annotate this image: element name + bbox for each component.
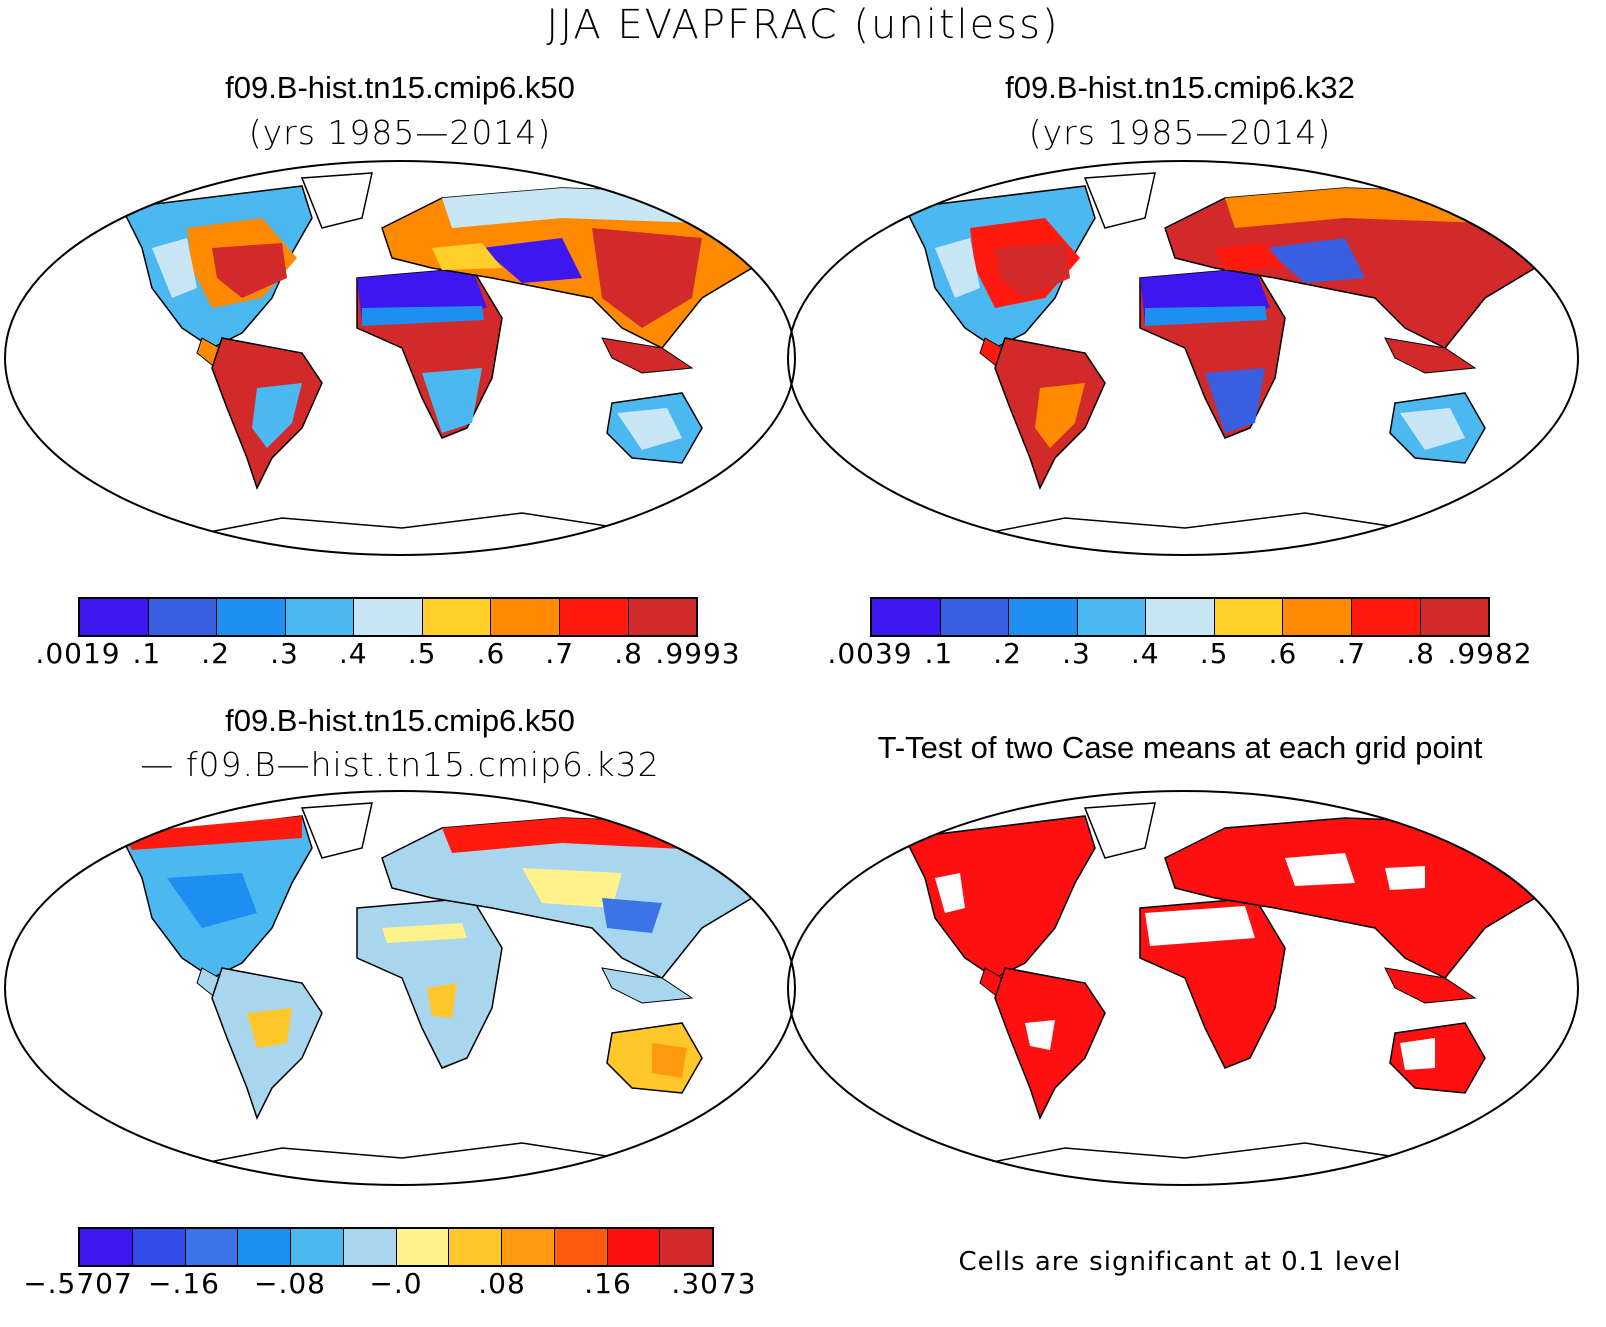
colorbar-tick-label: .6	[1268, 637, 1298, 670]
panel-years-k32: (yrs 1985—2014)	[1028, 113, 1332, 152]
panel-years-k50: (yrs 1985—2014)	[248, 113, 552, 152]
colorbar-swatch	[559, 599, 629, 635]
colorbar-swatch	[1146, 599, 1215, 635]
colorbar-swatch	[872, 599, 941, 635]
colorbar-swatch	[291, 1229, 344, 1265]
colorbar-tick-label: .6	[476, 637, 506, 670]
colorbar-tick-label: −.08	[254, 1267, 326, 1300]
colorbar-tick-label: .9982	[1447, 637, 1533, 670]
map-ttest	[787, 790, 1579, 1186]
colorbar-tick-label: .9993	[655, 637, 741, 670]
colorbar-tick-label: .1	[132, 637, 162, 670]
colorbar-swatch	[491, 599, 560, 635]
colorbar-k32	[870, 597, 1490, 637]
panel-title-k50: f09.B-hist.tn15.cmip6.k50	[225, 70, 575, 105]
colorbar-tick-label: .4	[338, 637, 368, 670]
antarctica	[151, 512, 703, 551]
colorbar-swatch	[449, 1229, 502, 1265]
colorbar-swatch	[1009, 599, 1078, 635]
colorbar-tick-label: .5	[407, 637, 437, 670]
colorbar-labels-k32: .0039 .1 .2 .3 .4 .5 .6 .7 .8 .9982	[827, 635, 1531, 675]
colorbar-tick-label: .16	[584, 1267, 632, 1300]
colorbar-labels-k50: .0019 .1 .2 .3 .4 .5 .6 .7 .8 .9993	[35, 635, 739, 675]
colorbar-swatch	[1351, 599, 1421, 635]
panel-title-diff: f09.B-hist.tn15.cmip6.k50	[225, 703, 575, 738]
colorbar-tick-label: −.5707	[23, 1267, 133, 1300]
colorbar-tick-label: .3	[270, 637, 299, 670]
colorbar-tick-label: .7	[545, 637, 575, 670]
colorbar-swatch	[1077, 599, 1147, 635]
panel-title-k32: f09.B-hist.tn15.cmip6.k32	[1005, 70, 1355, 105]
colorbar-swatch	[502, 1229, 555, 1265]
colorbar-tick-label: −.0	[369, 1267, 423, 1300]
colorbar-swatch	[343, 1229, 397, 1265]
colorbar-swatch	[80, 1229, 133, 1265]
colorbar-swatch	[396, 1229, 450, 1265]
colorbar-tick-label: .08	[478, 1267, 526, 1300]
colorbar-difference	[78, 1227, 714, 1267]
map-k50	[4, 160, 796, 556]
colorbar-tick-label: .3	[1062, 637, 1091, 670]
colorbar-swatch	[1283, 599, 1352, 635]
panel-subtitle-diff: — f09.B—hist.tn15.cmip6.k32	[140, 745, 660, 784]
colorbar-swatch	[660, 1229, 712, 1265]
colorbar-swatch	[285, 599, 355, 635]
map-difference	[4, 790, 796, 1186]
colorbar-swatch	[148, 599, 218, 635]
colorbar-swatch	[217, 599, 286, 635]
colorbar-swatch	[607, 1229, 661, 1265]
colorbar-tick-label: .0019	[35, 637, 121, 670]
colorbar-tick-label: .5	[1199, 637, 1229, 670]
colorbar-swatch	[80, 599, 149, 635]
figure-title: JJA EVAPFRAC (unitless)	[546, 2, 1060, 48]
colorbar-swatch	[554, 1229, 608, 1265]
colorbar-swatch	[238, 1229, 291, 1265]
significance-note: Cells are significant at 0.1 level	[958, 1247, 1402, 1277]
colorbar-tick-label: .2	[201, 637, 230, 670]
colorbar-tick-label: .0039	[827, 637, 913, 670]
colorbar-swatch	[422, 599, 492, 635]
colorbar-tick-label: .2	[993, 637, 1022, 670]
colorbar-k50	[78, 597, 698, 637]
colorbar-swatch	[132, 1229, 186, 1265]
colorbar-labels-difference: −.5707 −.16 −.08 −.0 .08 .16 .3073	[23, 1265, 755, 1305]
colorbar-tick-label: .8	[614, 637, 643, 670]
colorbar-swatch	[1420, 599, 1489, 635]
colorbar-tick-label: .4	[1130, 637, 1160, 670]
colorbar-tick-label: .3073	[671, 1267, 757, 1300]
colorbar-tick-label: −.16	[148, 1267, 220, 1300]
colorbar-tick-label: .8	[1406, 637, 1435, 670]
colorbar-swatch	[1214, 599, 1284, 635]
colorbar-swatch	[354, 599, 423, 635]
colorbar-swatch	[628, 599, 697, 635]
map-k32	[787, 160, 1579, 556]
colorbar-tick-label: .7	[1337, 637, 1367, 670]
colorbar-tick-label: .1	[924, 637, 954, 670]
colorbar-swatch	[940, 599, 1010, 635]
colorbar-swatch	[185, 1229, 239, 1265]
panel-title-ttest: T-Test of two Case means at each grid po…	[877, 730, 1483, 765]
